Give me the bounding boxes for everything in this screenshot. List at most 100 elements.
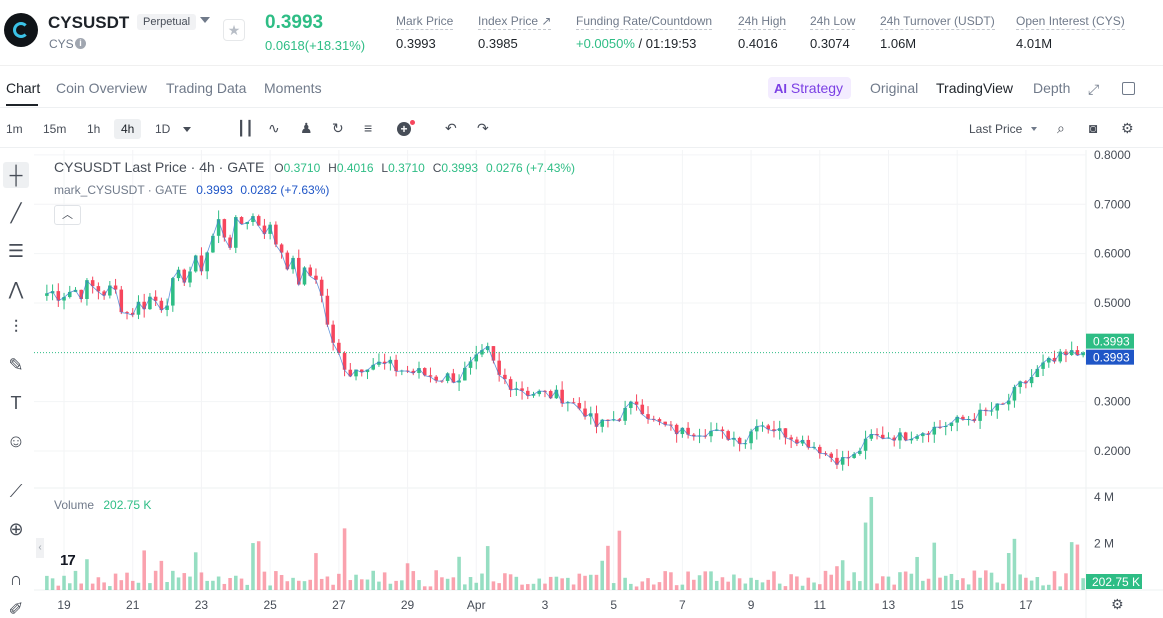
candle-body (875, 434, 879, 436)
time-tick-label: 11 (814, 598, 827, 612)
candle-type-icon[interactable]: ┃┃ (237, 120, 254, 136)
tradingview-logo[interactable]: 17 (60, 552, 76, 569)
add-indicator-icon[interactable]: + (397, 122, 411, 136)
info-icon[interactable]: i (75, 38, 86, 49)
candle-body (67, 291, 72, 298)
camera-icon[interactable]: ◙ (1089, 120, 1098, 136)
volume-bar (755, 579, 759, 590)
volume-bar (651, 584, 656, 590)
candle-body (737, 437, 742, 444)
indicators-icon[interactable]: ∿ (268, 120, 280, 136)
volume-bar (566, 577, 570, 590)
pair-dropdown-caret-icon[interactable] (200, 17, 210, 23)
expand-icon[interactable]: ⤢ (1088, 81, 1100, 97)
zoom-in-icon[interactable]: ⊕ (8, 519, 24, 539)
price-type-caret-icon[interactable] (1031, 127, 1037, 131)
stat-value: 0.3074 (810, 36, 850, 51)
volume-bar (800, 585, 805, 590)
candle-body (1029, 377, 1034, 384)
horizontal-lines-icon[interactable]: ☰ (7, 241, 25, 261)
window-mode-icon[interactable] (1122, 82, 1135, 95)
volume-bar (588, 574, 593, 590)
settings-gear-icon[interactable]: ⚙ (1121, 120, 1134, 136)
magnet-icon[interactable]: ∩ (9, 569, 23, 589)
candle-body (451, 373, 456, 383)
fib-icon[interactable]: ⫶ (13, 317, 19, 337)
scale-settings-icon[interactable]: ⚙ (1111, 596, 1124, 612)
volume-bar (113, 573, 118, 590)
emoji-icon[interactable]: ☺ (6, 431, 26, 451)
volume-bar (795, 576, 799, 590)
stat-index-price[interactable]: Index Price ↗ 0.3985 (478, 14, 552, 51)
candle-body (188, 271, 192, 283)
candle-body (995, 403, 1000, 411)
replay-icon[interactable]: ↻ (332, 120, 344, 136)
tab-original[interactable]: Original (870, 80, 919, 96)
candle-body (869, 434, 874, 439)
candle-body (755, 426, 759, 432)
timeframe-1h[interactable]: 1h (87, 122, 101, 136)
undo-icon[interactable]: ↶ (445, 120, 457, 136)
volume-bar (1069, 542, 1074, 590)
tab-depth[interactable]: Depth (1033, 80, 1071, 96)
pattern-icon[interactable]: ⋀ (8, 279, 24, 299)
volume-bar (480, 573, 484, 590)
volume-bar (90, 583, 95, 590)
collapse-legend-button[interactable]: ︿ (54, 205, 81, 225)
candle-body (388, 359, 393, 364)
redo-icon[interactable]: ↷ (477, 120, 489, 136)
volume-bar (949, 573, 954, 590)
brush-icon[interactable]: ✎ (8, 355, 24, 375)
candle-body (90, 280, 95, 287)
volume-bar (359, 579, 364, 590)
tab-chart[interactable]: Chart (6, 80, 41, 96)
volume-bar (125, 572, 129, 590)
crosshair-icon[interactable]: ┼ (3, 162, 29, 188)
candle-body (359, 369, 364, 373)
pair-title[interactable]: CYSUSDT (48, 13, 130, 32)
volume-bar (205, 580, 209, 590)
volume-bar (749, 577, 753, 590)
pencil-icon[interactable]: ✐ (8, 599, 24, 618)
timeframe-15m[interactable]: 15m (43, 122, 67, 136)
volume-bar (405, 563, 410, 590)
tab-tradingview[interactable]: TradingView (936, 80, 1014, 96)
scroll-left-handle[interactable]: ‹ (36, 538, 44, 558)
candle-body (623, 407, 627, 421)
chart-area[interactable]: 0.8000 0.7000 0.6000 0.5000 0.3000 0.2000 4 M 2… (34, 150, 1163, 618)
volume-bar (858, 581, 862, 590)
trend-line-icon[interactable]: ╱ (10, 203, 22, 223)
price-type-select[interactable]: Last Price (969, 122, 1023, 136)
templates-icon[interactable]: ≡ (364, 120, 373, 136)
volume-bar (119, 580, 124, 590)
candle-body (337, 342, 341, 354)
ruler-icon[interactable]: ⟋ (9, 481, 23, 501)
volume-bar (966, 584, 971, 590)
volume-bar (943, 575, 948, 590)
tab-trading-data[interactable]: Trading Data (166, 80, 247, 96)
time-tick-label: 21 (126, 598, 140, 612)
tab-moments[interactable]: Moments (264, 80, 322, 96)
volume-bar (526, 584, 530, 590)
candle-body (148, 296, 152, 310)
chart-canvas[interactable]: 0.8000 0.7000 0.6000 0.5000 0.3000 0.2000 4 M 2… (34, 150, 1163, 618)
candle-body (720, 429, 725, 432)
volume-bar (153, 570, 158, 590)
text-tool-icon[interactable]: T (10, 393, 22, 413)
candle-body (617, 419, 622, 421)
tab-coin-overview[interactable]: Coin Overview (56, 80, 148, 96)
timeframe-dropdown-caret-icon[interactable] (183, 127, 191, 132)
timeframe-4h[interactable]: 4h (114, 119, 142, 139)
volume-bar (422, 586, 427, 590)
candle-body (102, 291, 106, 296)
timeframe-1d[interactable]: 1D (155, 122, 171, 136)
favorite-star-icon[interactable]: ★ (223, 19, 245, 41)
timeframe-1m[interactable]: 1m (6, 122, 23, 136)
search-icon[interactable]: ⌕ (1057, 120, 1065, 136)
candle-body (1018, 381, 1022, 388)
coin-logo (4, 13, 38, 47)
candle-body (606, 419, 610, 421)
alert-icon[interactable]: ♟ (300, 120, 313, 136)
candle-body (125, 312, 129, 314)
strategy-button[interactable]: AI Strategy (768, 77, 852, 99)
